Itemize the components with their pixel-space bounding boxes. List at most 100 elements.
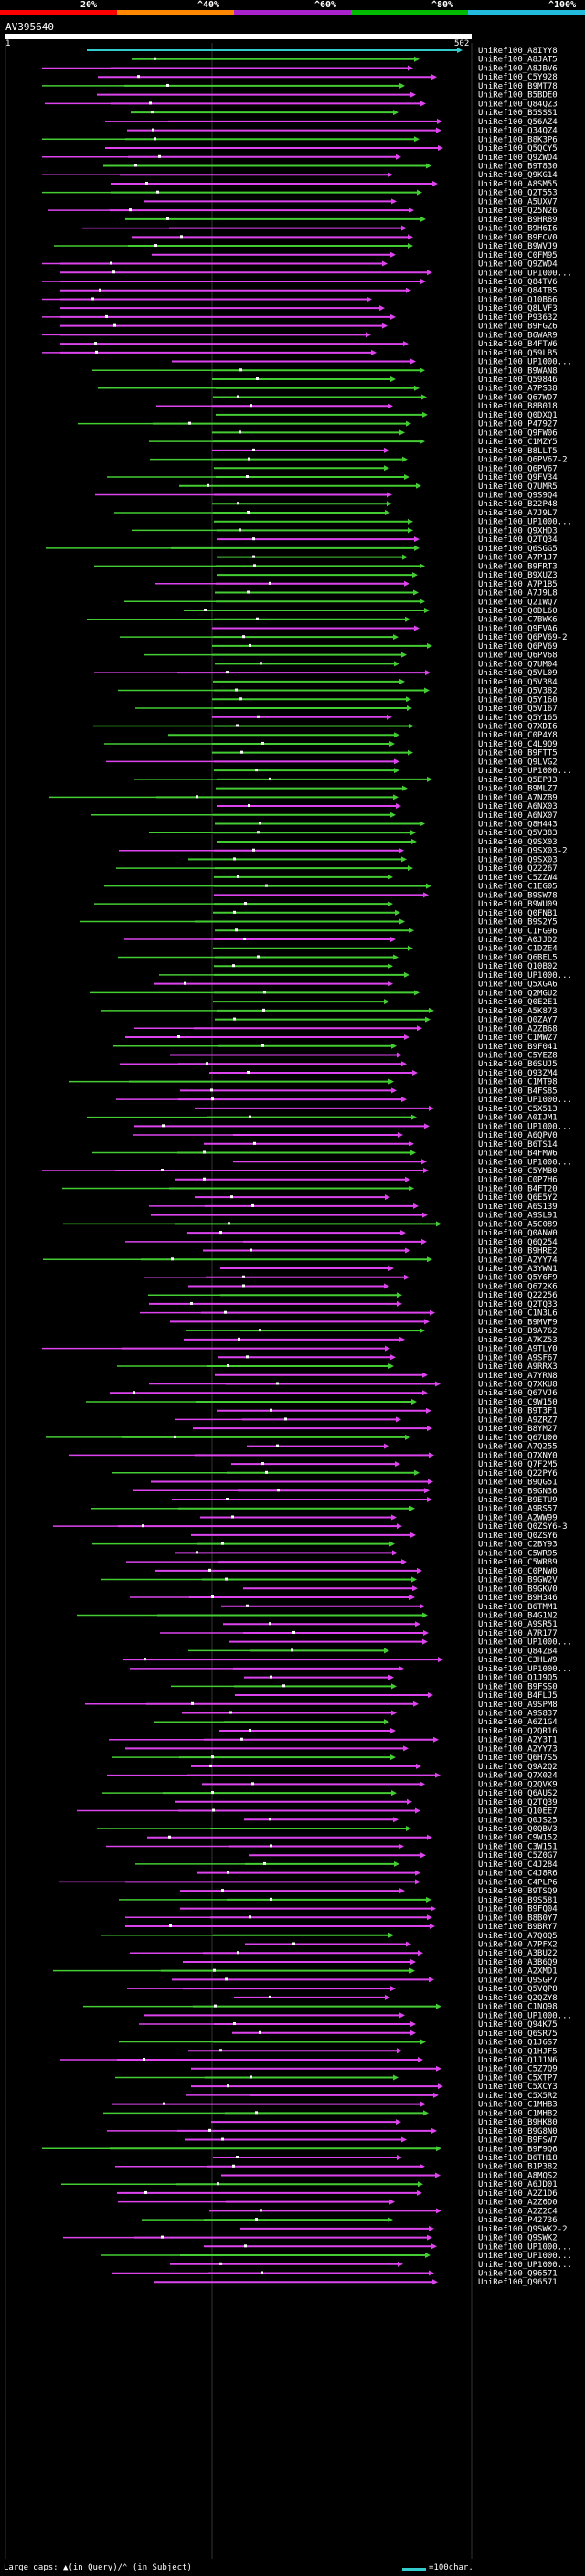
hit-label[interactable]: UniRef100_Q9FVA6 [478, 624, 558, 633]
hit-label[interactable]: UniRef100_B6SUJ5 [478, 1060, 558, 1069]
hit-row[interactable]: UniRef100_B8YM27 [193, 1425, 558, 1434]
hit-label[interactable]: UniRef100_B4FT20 [478, 1184, 558, 1193]
hit-label[interactable]: UniRef100_B8B018 [478, 402, 558, 411]
hit-label[interactable]: UniRef100_B8K3P6 [478, 135, 558, 144]
hit-row[interactable]: UniRef100_UP1000... [60, 269, 572, 278]
hit-label[interactable]: UniRef100_B9FRT3 [478, 562, 558, 571]
hit-row[interactable]: UniRef100_B9H346 [130, 1594, 558, 1603]
hit-row[interactable]: UniRef100_Q672K6 [188, 1282, 558, 1291]
hit-row[interactable]: UniRef100_A9SF67 [218, 1353, 558, 1362]
hit-row[interactable]: UniRef100_A6Z1G4 [154, 1718, 558, 1727]
hit-label[interactable]: UniRef100_Q84TB5 [478, 287, 558, 296]
hit-row[interactable]: UniRef100_C1DZE4 [213, 945, 558, 954]
hit-row[interactable]: UniRef100_Q6E5Y2 [195, 1193, 558, 1203]
hit-label[interactable]: UniRef100_Q7F2M5 [478, 1460, 558, 1469]
hit-row[interactable]: UniRef100_A9TLY0 [42, 1345, 558, 1354]
hit-label[interactable]: UniRef100_Q96571 [478, 2270, 558, 2279]
hit-row[interactable]: UniRef100_Q7XNY0 [69, 1451, 558, 1460]
hit-row[interactable]: UniRef100_C5Y928 [98, 73, 558, 82]
hit-label[interactable]: UniRef100_B5SSS1 [478, 109, 558, 118]
hit-row[interactable]: UniRef100_Q67U00 [46, 1434, 558, 1443]
hit-row[interactable]: UniRef100_B9FTT5 [212, 749, 558, 758]
hit-row[interactable]: UniRef100_C1FG96 [215, 927, 558, 936]
hit-row[interactable]: UniRef100_Q34QZ4 [127, 127, 558, 136]
hit-row[interactable]: UniRef100_Q9FW06 [212, 429, 558, 438]
hit-label[interactable]: UniRef100_A2Z2C4 [478, 2207, 558, 2216]
hit-row[interactable]: UniRef100_Q2MGU2 [90, 989, 558, 998]
hit-row[interactable]: UniRef100_B9XUZ3 [217, 571, 558, 580]
hit-row[interactable]: UniRef100_B5SSS1 [131, 109, 558, 118]
hit-row[interactable]: UniRef100_C0FM95 [152, 251, 558, 260]
hit-label[interactable]: UniRef100_B9FGZ6 [478, 323, 558, 332]
hit-label[interactable]: UniRef100_Q6SGG5 [478, 545, 558, 554]
hit-label[interactable]: UniRef100_C0P7H6 [478, 1176, 558, 1185]
hit-label[interactable]: UniRef100_A0JJD2 [478, 936, 558, 945]
hit-label[interactable]: UniRef100_UP1000... [478, 518, 572, 527]
hit-row[interactable]: UniRef100_B9G8N0 [107, 2127, 558, 2136]
hit-row[interactable]: UniRef100_B4G1N2 [77, 1611, 558, 1620]
hit-label[interactable]: UniRef100_A9SR51 [478, 1620, 558, 1629]
hit-row[interactable]: UniRef100_B5BDE0 [97, 91, 558, 101]
hit-label[interactable]: UniRef100_Q0ANW0 [478, 1229, 558, 1238]
hit-label[interactable]: UniRef100_C5XTP7 [478, 2073, 558, 2083]
hit-row[interactable]: UniRef100_Q5V382 [118, 687, 558, 696]
hit-row[interactable]: UniRef100_UP1000... [101, 2252, 572, 2261]
hit-row[interactable]: UniRef100_Q22267 [116, 864, 558, 874]
hit-row[interactable]: UniRef100_Q5EPJ3 [134, 776, 558, 785]
hit-row[interactable]: UniRef100_Q9SGP7 [172, 1976, 558, 1985]
hit-label[interactable]: UniRef100_Q0ZSY6 [478, 1532, 558, 1541]
hit-row[interactable]: UniRef100_B9SW78 [214, 891, 558, 900]
hit-label[interactable]: UniRef100_B9FTT5 [478, 749, 558, 758]
hit-row[interactable]: UniRef100_A5K873 [101, 1007, 558, 1016]
hit-label[interactable]: UniRef100_UP1000... [478, 1158, 572, 1167]
hit-label[interactable]: UniRef100_B6WAR9 [478, 331, 558, 340]
hit-row[interactable]: UniRef100_Q7UM04 [215, 660, 558, 669]
hit-row[interactable]: UniRef100_B9ETU9 [172, 1496, 558, 1505]
hit-label[interactable]: UniRef100_Q9LVG2 [478, 758, 558, 767]
hit-row[interactable]: UniRef100_B9WAN8 [92, 366, 558, 376]
hit-label[interactable]: UniRef100_B6TS14 [478, 1140, 558, 1150]
hit-row[interactable]: UniRef100_A7PFX2 [245, 1940, 558, 1949]
hit-label[interactable]: UniRef100_UP1000... [478, 1665, 572, 1674]
hit-label[interactable]: UniRef100_A9ZRZ7 [478, 1415, 558, 1425]
hit-row[interactable]: UniRef100_Q22256 [148, 1291, 558, 1300]
hit-label[interactable]: UniRef100_Q2TQ39 [478, 1798, 558, 1807]
hit-label[interactable]: UniRef100_UP1000... [478, 2261, 572, 2270]
hit-label[interactable]: UniRef100_A8JAT5 [478, 56, 558, 65]
hit-label[interactable]: UniRef100_Q84QZ3 [478, 100, 558, 109]
hit-row[interactable]: UniRef100_A3YWN1 [220, 1265, 558, 1274]
hit-label[interactable]: UniRef100_A7NZB9 [478, 793, 558, 802]
hit-label[interactable]: UniRef100_C1MT98 [478, 1078, 558, 1087]
hit-row[interactable]: UniRef100_Q2TQ33 [149, 1300, 558, 1309]
hit-row[interactable]: UniRef100_B8K3P6 [42, 135, 558, 144]
hit-row[interactable]: UniRef100_C5YEZ8 [170, 1051, 558, 1060]
hit-row[interactable]: UniRef100_C9W152 [147, 1834, 558, 1843]
hit-row[interactable]: UniRef100_Q6Q254 [125, 1238, 558, 1247]
hit-row[interactable]: UniRef100_A0JJD2 [124, 936, 558, 945]
hit-row[interactable]: UniRef100_B9HR89 [125, 216, 558, 225]
hit-label[interactable]: UniRef100_B9S581 [478, 1896, 558, 1905]
hit-label[interactable]: UniRef100_B4FMW6 [478, 1150, 558, 1159]
hit-label[interactable]: UniRef100_B9H6I6 [478, 225, 558, 234]
hit-row[interactable]: UniRef100_B9HRE2 [203, 1247, 558, 1256]
hit-row[interactable]: UniRef100_B9FCV0 [132, 233, 558, 242]
hit-label[interactable]: UniRef100_B9GKV0 [478, 1585, 558, 1594]
hit-label[interactable]: UniRef100_B5BDE0 [478, 91, 558, 101]
hit-label[interactable]: UniRef100_B9F041 [478, 1043, 558, 1052]
hit-row[interactable]: UniRef100_A5UXV7 [144, 197, 558, 207]
hit-label[interactable]: UniRef100_Q0ZAY7 [478, 1016, 558, 1025]
hit-label[interactable]: UniRef100_C3HLW9 [478, 1656, 558, 1665]
hit-row[interactable]: UniRef100_A7P1J7 [217, 554, 558, 563]
hit-row[interactable]: UniRef100_Q84QZ3 [45, 100, 558, 109]
hit-row[interactable]: UniRef100_Q9A2Q2 [191, 1763, 558, 1772]
hit-row[interactable]: UniRef100_Q59846 [212, 376, 558, 385]
hit-row[interactable]: UniRef100_C1NQ98 [83, 2003, 558, 2012]
hit-label[interactable]: UniRef100_Q9SX03-2 [478, 847, 568, 856]
hit-label[interactable]: UniRef100_Q7X024 [478, 1772, 558, 1781]
hit-label[interactable]: UniRef100_C0PNW0 [478, 1567, 558, 1576]
hit-label[interactable]: UniRef100_UP1000... [478, 269, 572, 278]
hit-row[interactable]: UniRef100_Q96571 [154, 2278, 558, 2287]
hit-label[interactable]: UniRef100_Q34QZ4 [478, 127, 558, 136]
hit-label[interactable]: UniRef100_C4PLP6 [478, 1878, 558, 1887]
hit-row[interactable]: UniRef100_A3B6Q9 [183, 1958, 558, 1967]
